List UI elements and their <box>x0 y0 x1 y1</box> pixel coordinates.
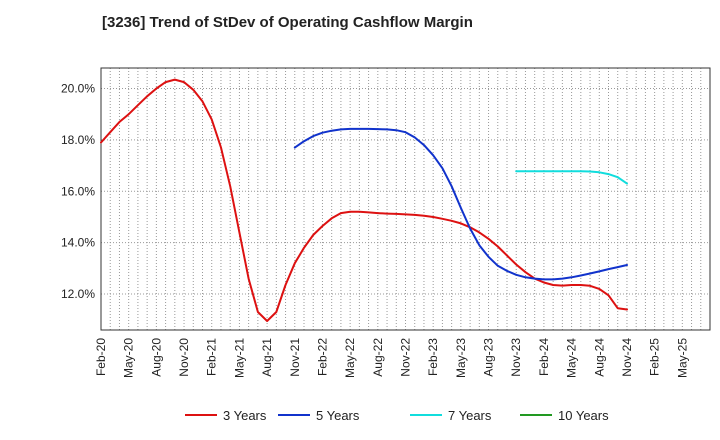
x-tick-label: May-23 <box>454 338 468 378</box>
y-axis-ticks: 12.0% 14.0% 16.0% 18.0% 20.0% <box>61 82 95 301</box>
y-tick-label: 12.0% <box>61 287 95 301</box>
plot-frame <box>100 67 711 331</box>
y-tick-label: 20.0% <box>61 82 95 96</box>
x-tick-label: Feb-21 <box>205 338 219 376</box>
x-tick-label: Aug-20 <box>149 338 163 377</box>
x-tick-label: Feb-20 <box>94 338 108 376</box>
x-tick-label: Nov-20 <box>177 338 191 377</box>
x-tick-label: Nov-23 <box>509 338 523 377</box>
x-tick-label: Feb-22 <box>315 338 329 376</box>
x-axis-ticks: Feb-20 May-20 Aug-20 Nov-20 Feb-21 May-21 Aug-… <box>94 338 689 378</box>
series-line-3-years <box>100 78 628 322</box>
x-tick-label: Aug-21 <box>260 338 274 377</box>
x-tick-label: May-25 <box>675 338 689 378</box>
legend-label: 7 Years <box>448 408 492 423</box>
x-tick-label: May-24 <box>565 338 579 378</box>
x-tick-label: May-21 <box>232 338 246 378</box>
x-tick-label: Aug-23 <box>482 338 496 377</box>
x-tick-label: Nov-24 <box>620 338 634 377</box>
chart-title: [3236] Trend of StDev of Operating Cashf… <box>102 14 473 31</box>
series-line-5-years <box>293 127 628 281</box>
x-tick-label: May-22 <box>343 338 357 378</box>
series-line-7-years <box>515 170 628 185</box>
x-tick-label: Feb-25 <box>648 338 662 376</box>
x-tick-label: May-20 <box>122 338 136 378</box>
legend-label: 5 Years <box>316 408 360 423</box>
x-tick-label: Nov-22 <box>399 338 413 377</box>
legend-label: 3 Years <box>223 408 267 423</box>
x-tick-label: Nov-21 <box>288 338 302 377</box>
y-tick-label: 14.0% <box>61 236 95 250</box>
y-tick-label: 16.0% <box>61 184 95 198</box>
x-tick-label: Aug-22 <box>371 338 385 377</box>
grid <box>101 68 710 330</box>
legend: 3 Years 5 Years 7 Years 10 Years <box>185 408 609 423</box>
x-tick-label: Aug-24 <box>592 338 606 377</box>
legend-label: 10 Years <box>558 408 609 423</box>
x-tick-label: Feb-24 <box>537 338 551 376</box>
series-lines <box>100 78 628 322</box>
x-tick-label: Feb-23 <box>426 338 440 376</box>
y-tick-label: 18.0% <box>61 133 95 147</box>
